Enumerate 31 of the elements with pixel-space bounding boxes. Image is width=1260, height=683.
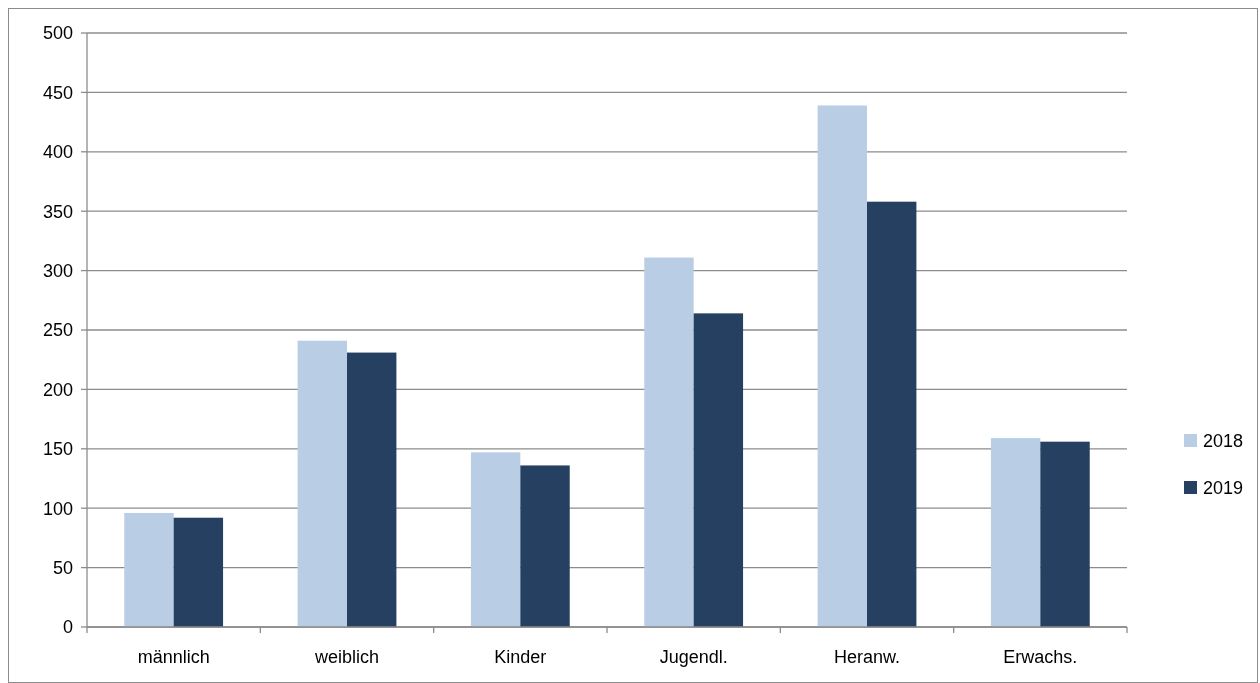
x-tick-label: weiblich [313,647,380,667]
bar [173,517,224,627]
y-tick-label: 300 [42,260,73,281]
bar [470,452,521,627]
y-tick-label: 200 [42,379,73,400]
y-tick-label: 250 [42,320,73,341]
x-tick-label: Heranw. [833,647,901,667]
y-tick-label: 50 [52,557,73,578]
bar [1040,441,1090,627]
y-tick-label: 100 [42,498,73,519]
bar [644,257,694,627]
y-tick-label: 500 [42,23,73,44]
bar [520,465,570,627]
legend-label: 2019 [1203,478,1244,499]
y-tick-label: 450 [42,82,73,103]
x-tick-label: Erwachs. [1003,647,1078,667]
x-tick-label: Jugendl. [659,647,728,667]
bar [693,313,744,627]
bar [347,352,397,627]
y-tick-label: 400 [42,142,73,163]
y-tick-label: 150 [42,439,73,460]
y-tick-label: 350 [42,201,73,222]
legend-label: 2018 [1203,431,1244,452]
bar [867,201,917,627]
bar [124,512,174,627]
x-tick-label: Kinder [494,647,547,667]
bar [297,340,347,627]
bar [990,438,1041,627]
y-tick-label: 0 [62,617,73,638]
bar [817,105,867,627]
x-tick-label: männlich [137,647,210,667]
